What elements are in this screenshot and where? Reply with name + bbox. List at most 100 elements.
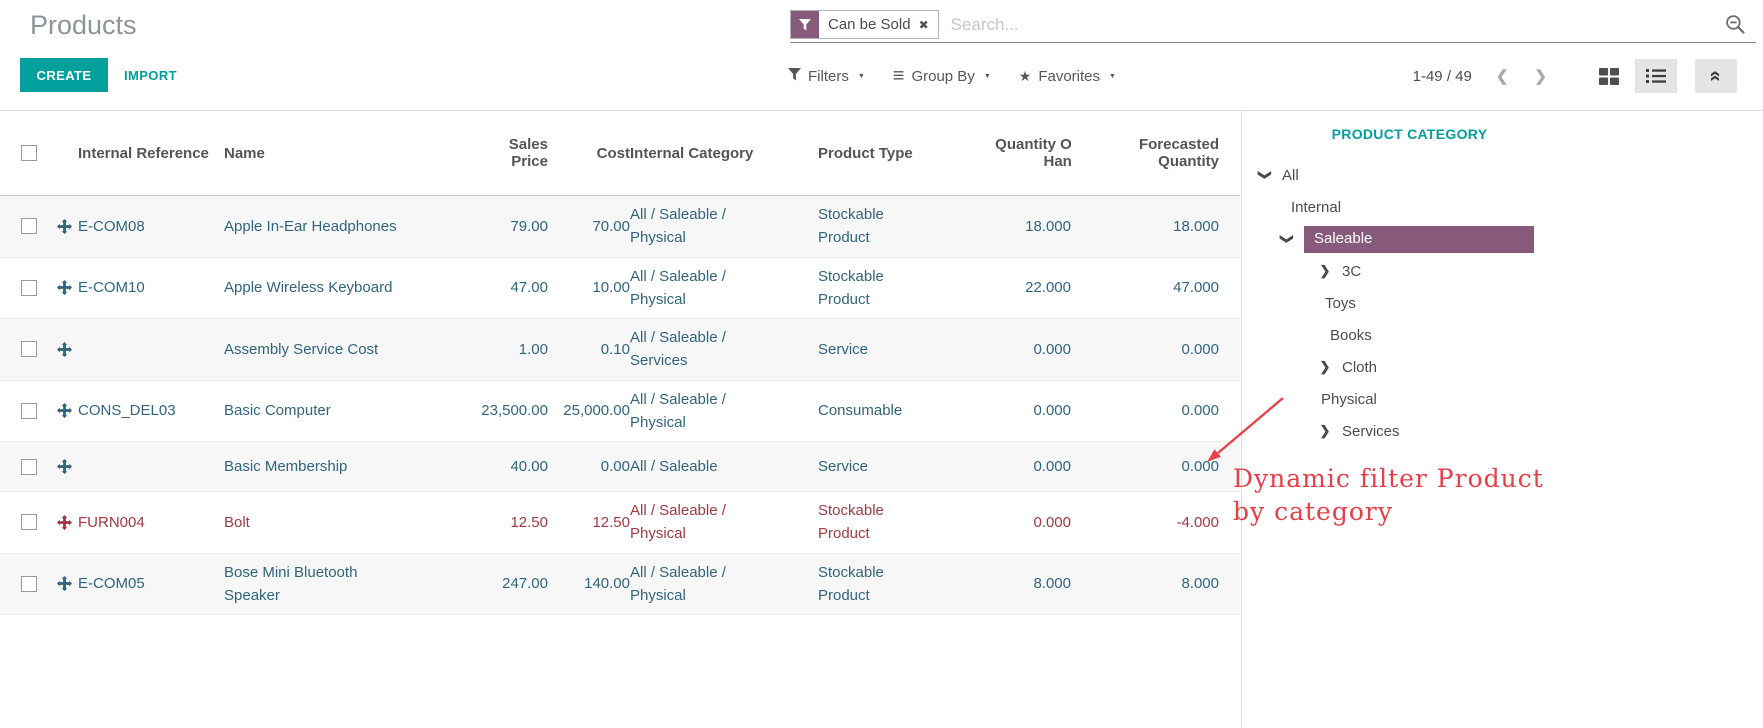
chevron-down-icon[interactable]: ❯: [1280, 233, 1295, 245]
table-row[interactable]: CONS_DEL03 Basic Computer 23,500.00 25,0…: [0, 381, 1240, 442]
product-name: Bolt: [224, 513, 250, 531]
row-checkbox[interactable]: [21, 402, 37, 419]
product-type: Stockable Product: [818, 206, 884, 247]
internal-category: All / Saleable / Physical: [630, 206, 726, 247]
collapse-panel-button[interactable]: «: [1695, 59, 1737, 93]
page-title: Products: [30, 10, 137, 40]
internal-category: All / Saleable / Services: [630, 329, 726, 370]
chevron-right-icon[interactable]: ❯: [1319, 359, 1331, 374]
internal-category: All / Saleable / Physical: [630, 563, 726, 604]
product-category-title: PRODUCT CATEGORY: [1331, 126, 1488, 142]
kanban-view-button[interactable]: [1599, 67, 1619, 85]
chevron-down-icon[interactable]: ❯: [1258, 169, 1273, 181]
product-name: Apple Wireless Keyboard: [224, 279, 393, 297]
product-type: Stockable Product: [818, 502, 884, 543]
category-item-3c[interactable]: ❯ 3C: [1242, 255, 1763, 287]
favorites-dropdown[interactable]: ★ Favorites ▼: [1018, 67, 1116, 85]
facet-remove-icon[interactable]: ✖: [918, 17, 929, 32]
category-item-all[interactable]: ❯ All: [1258, 166, 1299, 184]
forecasted-quantity: 18.000: [1173, 217, 1219, 235]
forecasted-quantity: 0.000: [1181, 340, 1219, 358]
list-view-button[interactable]: [1635, 59, 1677, 93]
cost: 140.00: [584, 575, 630, 593]
drag-handle-icon[interactable]: [50, 218, 78, 234]
selected-category-label: Saleable: [1304, 225, 1534, 253]
category-item-internal[interactable]: Internal: [1291, 198, 1342, 216]
filter-icon: [788, 67, 801, 85]
forecasted-quantity: 0.000: [1181, 402, 1219, 420]
internal-category: All / Saleable / Physical: [630, 502, 726, 543]
category-item-cloth[interactable]: ❯ Cloth: [1242, 351, 1763, 383]
select-all-checkbox[interactable]: [21, 145, 37, 161]
table-row[interactable]: Assembly Service Cost 1.00 0.10 All / Sa…: [0, 319, 1240, 381]
filters-dropdown[interactable]: Filters ▼: [788, 67, 865, 85]
search-facet-can-be-sold[interactable]: Can be Sold ✖: [790, 10, 939, 39]
star-icon: ★: [1018, 67, 1032, 84]
column-header-forecasted-quantity[interactable]: Forecasted Quantity: [1138, 136, 1219, 170]
row-checkbox[interactable]: [21, 218, 37, 235]
sales-price: 1.00: [518, 340, 548, 358]
pager-next-button[interactable]: ❯: [1534, 68, 1547, 85]
internal-reference: E-COM05: [78, 575, 145, 593]
row-checkbox[interactable]: [21, 514, 37, 531]
product-name: Basic Membership: [224, 457, 348, 475]
table-row[interactable]: E-COM10 Apple Wireless Keyboard 47.00 10…: [0, 258, 1240, 319]
quantity-on-hand: 0.000: [1033, 458, 1071, 475]
internal-reference: CONS_DEL03: [78, 402, 176, 420]
search-options: Filters ▼ ≡ Group By ▼ ★ Favorites ▼: [788, 58, 1116, 94]
search-bar: Can be Sold ✖: [790, 7, 1756, 43]
column-header-quantity-on-hand[interactable]: Quantity On Hand: [995, 136, 1071, 170]
table-row[interactable]: E-COM08 Apple In-Ear Headphones 79.00 70…: [0, 196, 1240, 258]
drag-handle-icon[interactable]: [50, 341, 78, 357]
import-button[interactable]: IMPORT: [124, 58, 177, 92]
product-type: Service: [818, 457, 869, 475]
product-name: Bose Mini Bluetooth Speaker: [224, 563, 358, 604]
chevron-down-icon: ▼: [857, 72, 865, 80]
drag-handle-icon[interactable]: [50, 403, 78, 419]
drag-handle-icon[interactable]: [50, 576, 78, 592]
row-checkbox[interactable]: [21, 279, 37, 296]
drag-handle-icon[interactable]: [50, 514, 78, 530]
table-row[interactable]: FURN004 Bolt 12.50 12.50 All / Saleable …: [0, 492, 1240, 554]
internal-reference: E-COM10: [78, 279, 145, 297]
column-header-cost[interactable]: Cost: [596, 144, 630, 162]
category-item-toys[interactable]: Toys: [1325, 294, 1356, 312]
cost: 0.10: [600, 340, 630, 358]
product-name: Apple In-Ear Headphones: [224, 217, 397, 235]
sales-price: 23,500.00: [481, 402, 548, 420]
chevron-right-icon[interactable]: ❯: [1319, 423, 1331, 438]
sales-price: 79.00: [510, 217, 548, 235]
row-checkbox[interactable]: [21, 458, 37, 475]
pager-previous-button[interactable]: ❮: [1495, 68, 1509, 85]
sales-price: 12.50: [510, 513, 548, 531]
category-item-saleable[interactable]: ❯ Saleable: [1242, 223, 1763, 255]
category-item-books[interactable]: Books: [1330, 326, 1372, 344]
drag-handle-icon[interactable]: [50, 280, 78, 296]
table-row[interactable]: Basic Membership 40.00 0.00 All / Saleab…: [0, 442, 1240, 492]
product-type: Stockable Product: [818, 563, 884, 604]
drag-handle-icon[interactable]: [50, 459, 78, 474]
create-button[interactable]: CREATE: [20, 58, 108, 92]
product-name: Basic Computer: [224, 402, 331, 420]
column-header-sales-price[interactable]: Sales Price: [508, 136, 548, 170]
column-header-product-type[interactable]: Product Type: [818, 144, 913, 162]
column-header-internal-category[interactable]: Internal Category: [630, 144, 754, 162]
table-header-row: Internal Reference Name Sales Price Cost…: [0, 111, 1240, 196]
search-icon[interactable]: [1725, 14, 1746, 35]
chevron-right-icon[interactable]: ❯: [1319, 263, 1331, 278]
product-category-panel: PRODUCT CATEGORY ❯ All Internal ❯ Saleab…: [1241, 111, 1763, 728]
internal-category: All / Saleable: [630, 457, 718, 475]
quantity-on-hand: 22.000: [1025, 279, 1071, 297]
table-row[interactable]: E-COM05 Bose Mini Bluetooth Speaker 247.…: [0, 553, 1240, 615]
row-checkbox[interactable]: [21, 575, 37, 592]
search-input[interactable]: [938, 14, 1725, 35]
category-item-physical[interactable]: Physical: [1321, 390, 1377, 408]
sales-price: 247.00: [502, 575, 548, 593]
header-divider: [0, 110, 1763, 111]
group-by-dropdown[interactable]: ≡ Group By ▼: [892, 65, 991, 87]
column-header-name[interactable]: Name: [224, 144, 265, 162]
category-item-services[interactable]: ❯ Services: [1242, 415, 1763, 447]
column-header-internal-reference[interactable]: Internal Reference: [78, 144, 209, 162]
row-checkbox[interactable]: [21, 341, 37, 358]
